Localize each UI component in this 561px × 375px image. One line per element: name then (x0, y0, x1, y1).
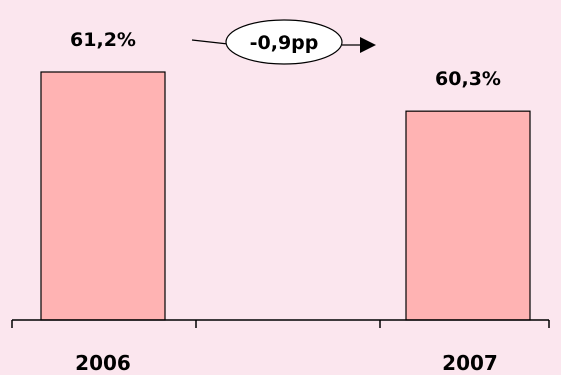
change-annotation: -0,9pp (191, 19, 376, 65)
annotation-arrow-head (360, 37, 376, 53)
category-label-2006: 2006 (75, 351, 131, 375)
category-label-2007: 2007 (442, 351, 498, 375)
bar-2007 (405, 110, 531, 321)
bar-2006 (40, 71, 166, 321)
data-label-2007: 60,3% (435, 68, 501, 90)
annotation-text: -0,9pp (250, 32, 319, 54)
annotation-arrow-tail (191, 39, 229, 45)
data-label-2006: 61,2% (70, 29, 136, 51)
annotation-ellipse (225, 19, 343, 65)
